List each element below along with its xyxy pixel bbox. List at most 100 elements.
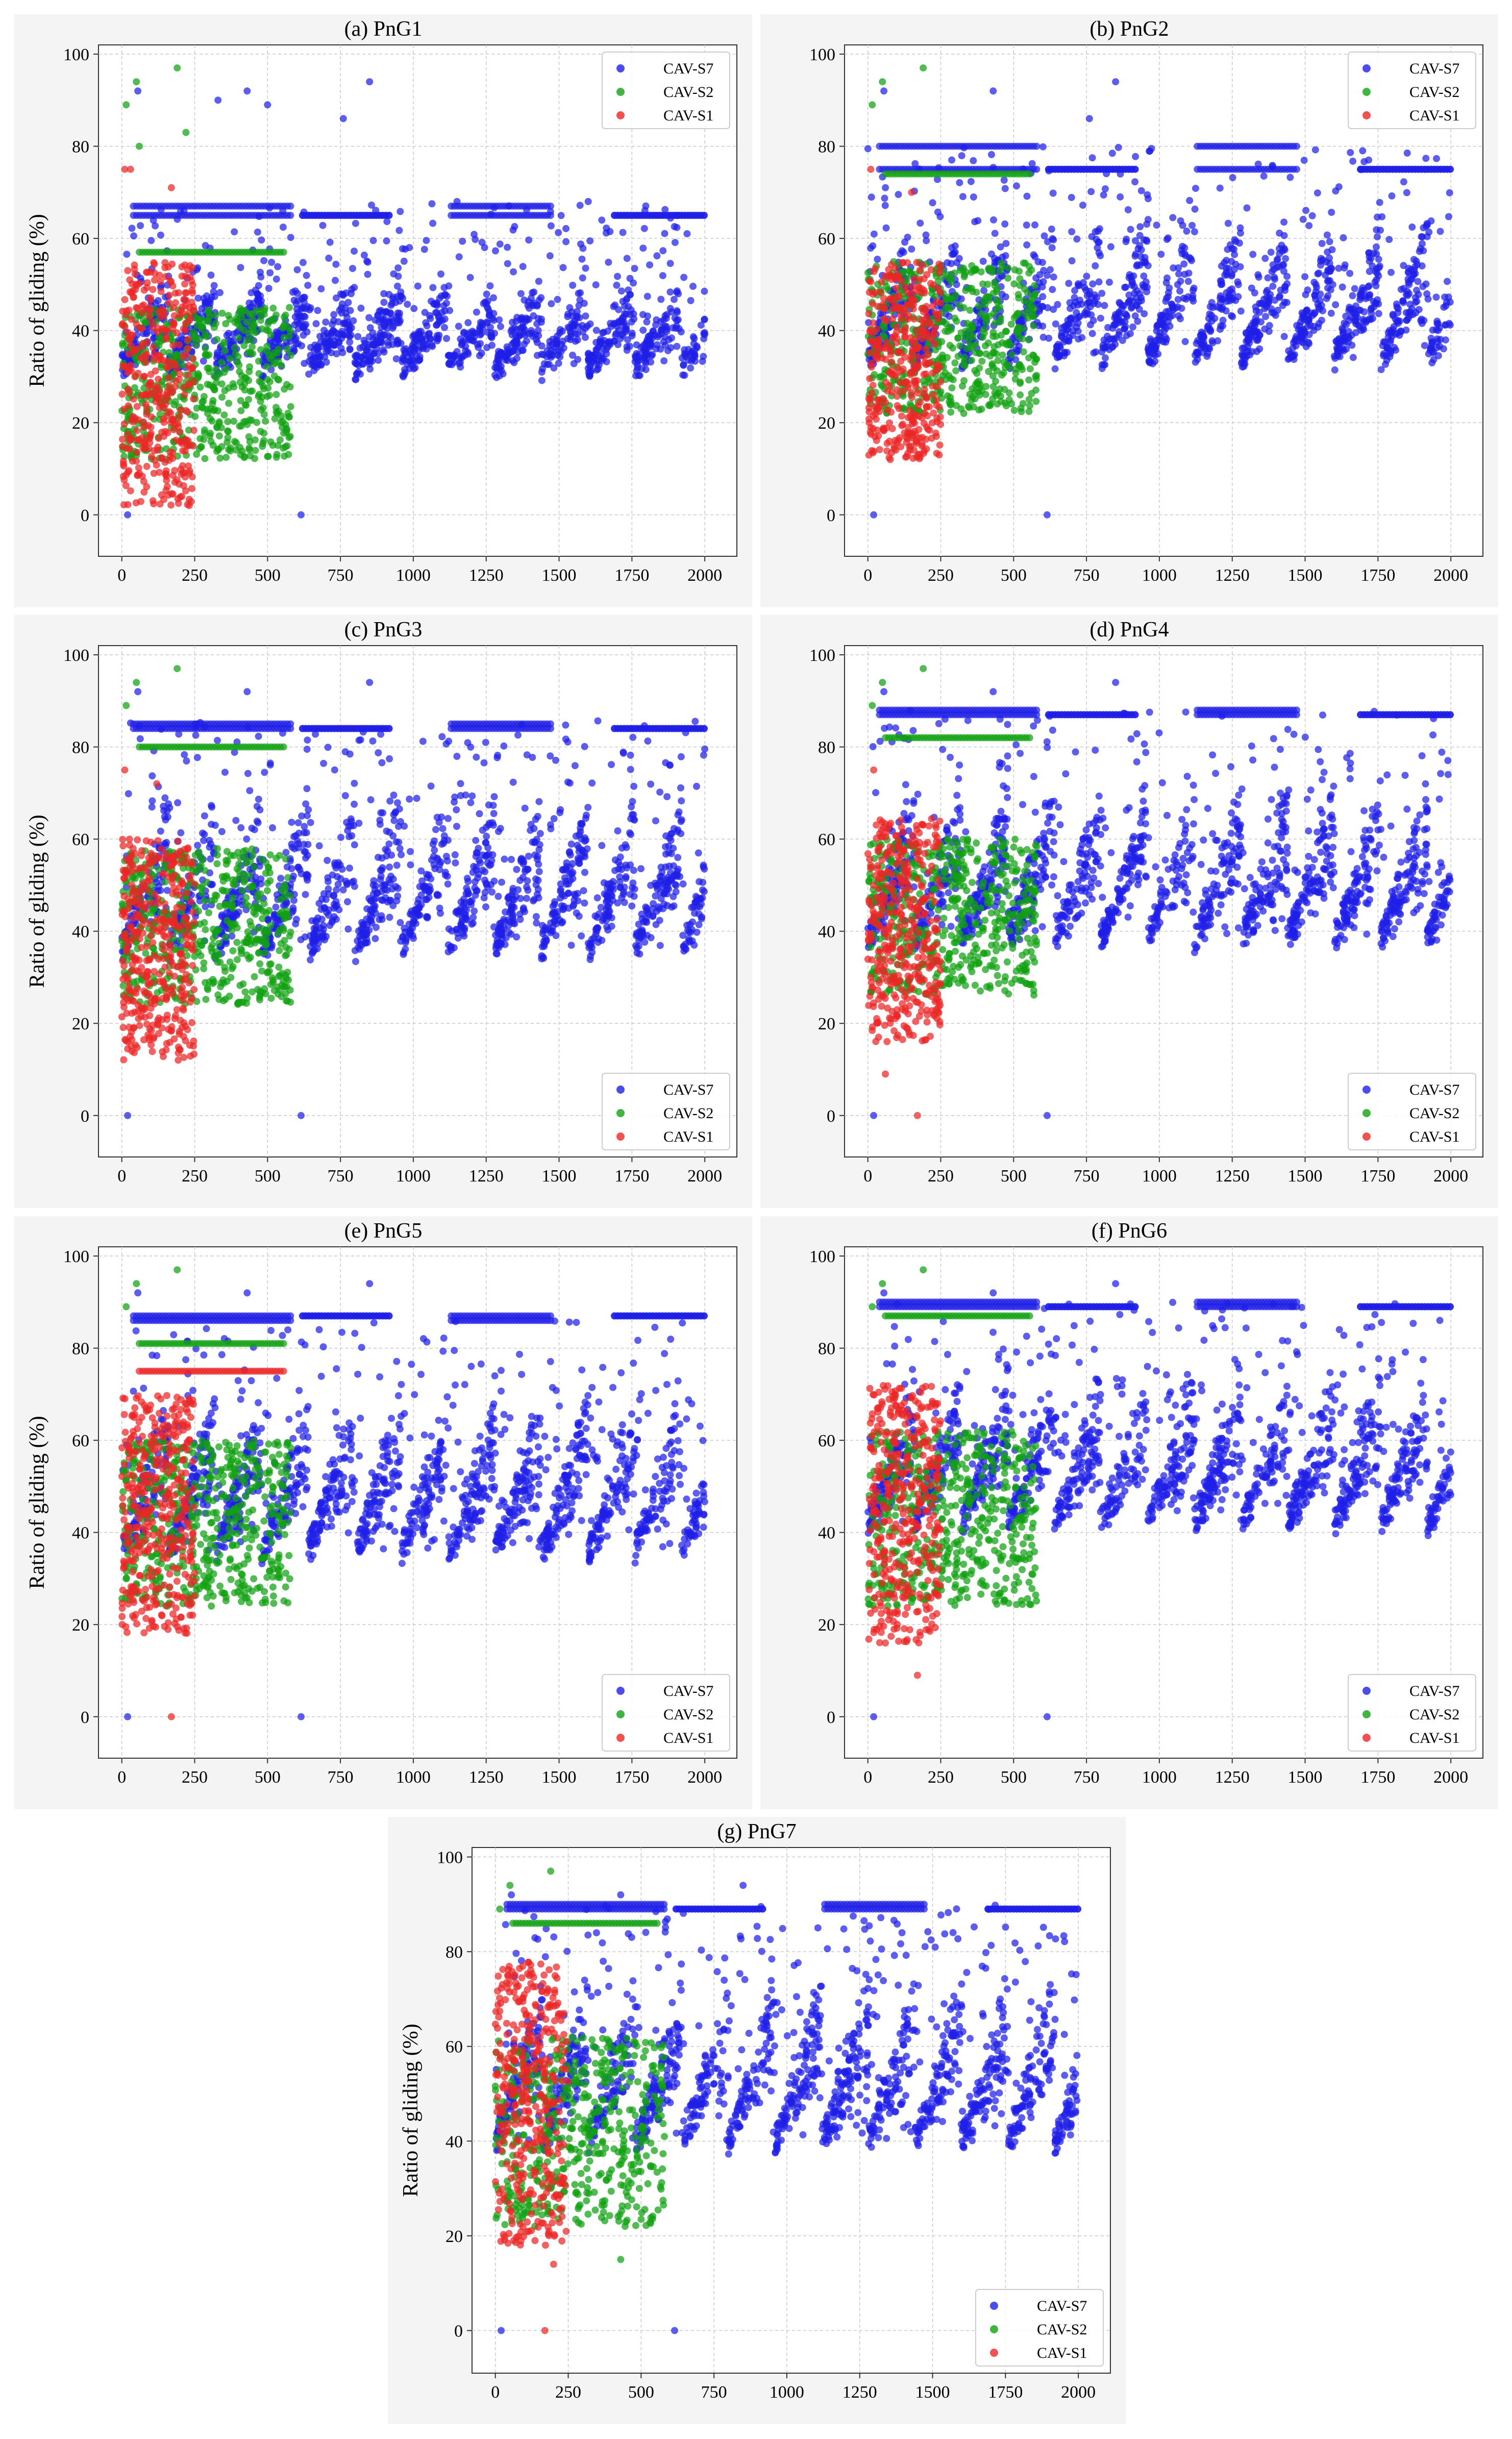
data-point — [339, 115, 347, 122]
data-point — [934, 176, 941, 183]
data-point — [959, 193, 966, 201]
data-point — [120, 501, 128, 509]
data-point — [1125, 274, 1133, 281]
data-point — [1181, 270, 1188, 278]
data-point — [1073, 235, 1081, 243]
data-point — [1280, 218, 1288, 226]
data-point — [1039, 323, 1047, 330]
x-tick-label: 1250 — [1215, 566, 1250, 585]
data-point — [1040, 266, 1048, 274]
data-point — [1089, 317, 1097, 324]
data-point — [299, 259, 307, 266]
data-point — [262, 417, 269, 425]
data-point — [895, 191, 902, 199]
data-point — [1378, 213, 1386, 220]
data-point — [433, 337, 441, 344]
data-point — [324, 347, 332, 354]
data-point — [165, 349, 173, 356]
data-point — [255, 357, 262, 365]
data-point — [1366, 291, 1374, 299]
data-point — [130, 395, 137, 403]
data-point — [579, 244, 587, 252]
data-point — [271, 415, 279, 423]
data-point — [897, 250, 904, 258]
data-point — [201, 429, 208, 437]
data-point — [389, 323, 397, 330]
data-point — [257, 379, 265, 386]
data-point — [182, 351, 190, 358]
data-point — [567, 330, 575, 337]
data-point — [881, 194, 888, 202]
y-tick-label: 20 — [72, 414, 89, 433]
data-point — [1324, 266, 1332, 274]
data-point — [1054, 301, 1061, 308]
data-point — [423, 237, 430, 244]
data-point — [272, 453, 280, 461]
data-point — [661, 206, 669, 213]
data-point — [1023, 221, 1030, 229]
data-point — [123, 251, 131, 258]
data-point — [1047, 266, 1054, 274]
data-point — [1109, 342, 1117, 350]
data-point — [1368, 310, 1375, 317]
data-point — [1053, 343, 1061, 350]
data-point — [1293, 142, 1300, 150]
data-point — [980, 287, 988, 294]
data-point — [190, 427, 197, 434]
data-point — [584, 198, 592, 205]
data-point — [236, 324, 244, 331]
data-point — [574, 330, 581, 338]
data-point — [352, 219, 359, 227]
data-point — [264, 453, 272, 460]
legend-box — [602, 52, 730, 129]
data-point — [960, 410, 968, 417]
data-point — [126, 336, 134, 343]
data-point — [624, 336, 631, 343]
data-point — [648, 352, 655, 359]
data-point — [448, 361, 456, 368]
data-point — [1375, 255, 1382, 263]
data-point — [1137, 297, 1145, 305]
data-point — [234, 353, 242, 360]
data-point — [509, 318, 516, 326]
data-point — [1075, 335, 1082, 343]
data-point — [1193, 349, 1200, 356]
data-point — [951, 359, 959, 367]
data-point — [383, 218, 391, 226]
x-tick-label: 750 — [1074, 566, 1100, 585]
data-point — [1144, 346, 1152, 353]
data-point — [1359, 147, 1367, 155]
y-tick-label: 40 — [818, 322, 835, 341]
y-axis-label: Ratio of gliding (%) — [26, 214, 49, 387]
data-point — [1326, 238, 1333, 245]
data-point — [504, 357, 511, 364]
data-point — [166, 448, 174, 456]
data-point — [993, 367, 1001, 375]
data-point — [1181, 338, 1189, 346]
data-point — [1299, 215, 1307, 223]
data-point — [992, 378, 999, 385]
data-point — [1028, 390, 1035, 397]
data-point — [1419, 233, 1426, 241]
data-point — [990, 349, 998, 356]
data-point — [164, 429, 171, 437]
data-point — [576, 296, 584, 304]
data-point — [1085, 298, 1093, 306]
data-point — [226, 315, 234, 323]
data-point — [272, 275, 280, 283]
data-point — [1300, 157, 1308, 164]
data-point — [1414, 278, 1422, 285]
data-point — [348, 285, 356, 293]
data-point — [168, 260, 176, 268]
data-point — [1262, 313, 1270, 321]
data-point — [212, 379, 220, 386]
data-point — [519, 347, 527, 354]
data-point — [674, 308, 681, 316]
data-point — [882, 224, 890, 232]
data-point — [189, 442, 197, 450]
data-point — [1108, 335, 1116, 342]
data-point — [642, 366, 650, 374]
data-point — [663, 328, 671, 335]
data-point — [155, 434, 162, 442]
data-point — [1231, 251, 1238, 258]
